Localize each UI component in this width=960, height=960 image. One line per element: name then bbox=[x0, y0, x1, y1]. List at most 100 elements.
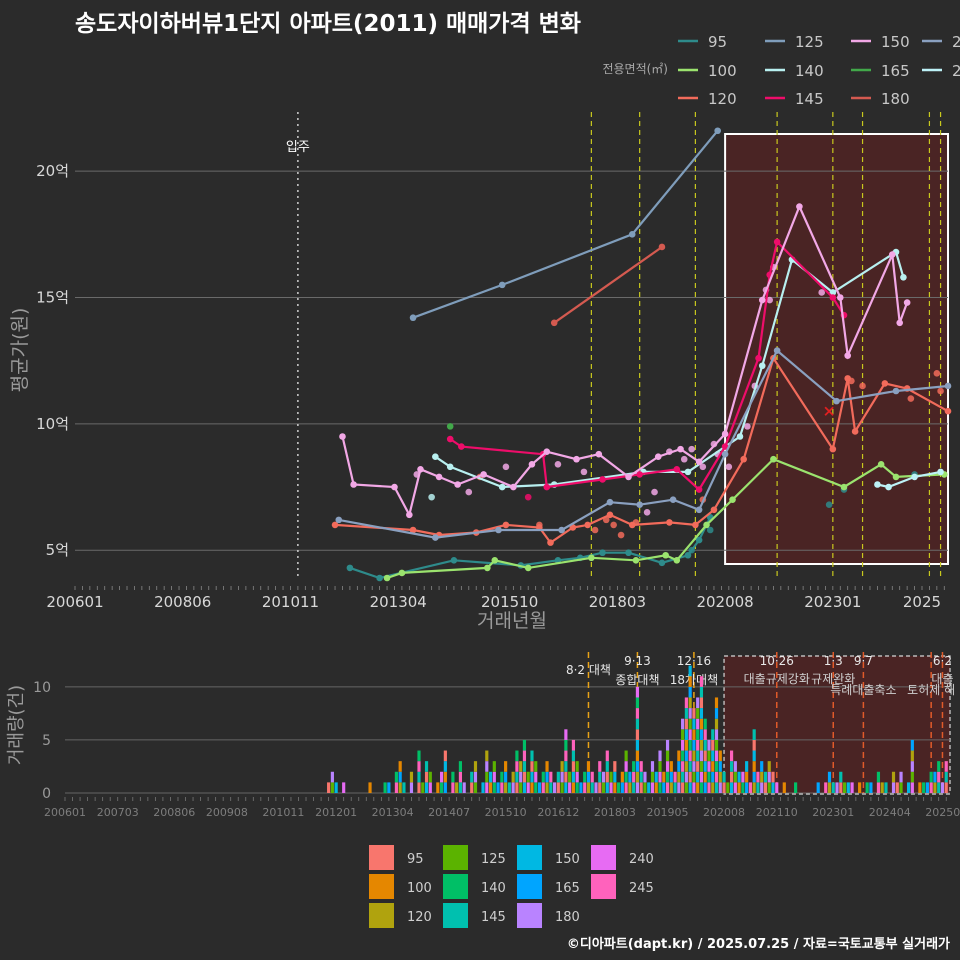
bar-segment bbox=[658, 782, 662, 793]
source-credit: ©디아파트(dapt.kr) / 2025.07.25 / 자료=국토교통부 실… bbox=[566, 937, 950, 952]
scatter-point bbox=[610, 521, 617, 529]
bar-segment bbox=[522, 739, 527, 751]
bar-segment bbox=[470, 771, 474, 783]
bar-segment bbox=[473, 782, 478, 793]
data-point bbox=[376, 574, 383, 582]
legend-label-95: 95 bbox=[708, 33, 727, 51]
bar-segment bbox=[718, 782, 722, 793]
bar-segment bbox=[729, 782, 734, 793]
bar-segment bbox=[707, 739, 711, 751]
bar-legend-key-140 bbox=[443, 874, 468, 899]
bar-segment bbox=[560, 761, 564, 772]
bar-segment bbox=[417, 761, 421, 772]
bar-segment bbox=[842, 782, 847, 793]
bar-segment bbox=[632, 771, 636, 783]
bar-segment bbox=[929, 782, 933, 793]
bar-y-tick-label: 10 bbox=[33, 680, 51, 696]
bar-segment bbox=[440, 782, 444, 793]
bar-segment bbox=[726, 782, 730, 793]
data-point bbox=[628, 231, 636, 238]
y-tick-label: 20억 bbox=[36, 162, 69, 180]
data-point bbox=[796, 203, 803, 210]
policy-annotation-label: 종합대책 bbox=[615, 672, 659, 687]
data-point bbox=[944, 407, 952, 415]
bar-segment bbox=[632, 761, 636, 772]
bar-segment bbox=[688, 708, 692, 719]
bar-segment bbox=[639, 761, 643, 772]
policy-annotation-date: 9·13 bbox=[624, 654, 651, 668]
bar-segment bbox=[910, 771, 914, 783]
bar-segment bbox=[729, 761, 734, 772]
scatter-point bbox=[465, 488, 473, 496]
bar-segment bbox=[681, 750, 685, 762]
policy-annotation-label: 규제완화 bbox=[811, 672, 855, 686]
bar-segment bbox=[827, 782, 832, 793]
bar-segment bbox=[504, 771, 508, 783]
data-point bbox=[391, 483, 398, 491]
bar-x-tick-label: 202404 bbox=[869, 806, 911, 819]
bar-segment bbox=[601, 771, 606, 783]
bar-segment bbox=[684, 708, 688, 719]
bar-segment bbox=[613, 782, 617, 793]
bar-segment bbox=[556, 771, 560, 783]
bar-segment bbox=[846, 782, 850, 793]
data-point bbox=[833, 397, 840, 405]
bar-segment bbox=[662, 771, 666, 783]
bar-segment bbox=[703, 718, 707, 730]
data-point bbox=[666, 519, 673, 526]
bar-segment bbox=[767, 771, 771, 783]
bar-segment bbox=[933, 782, 937, 793]
bar-segment bbox=[545, 761, 549, 772]
data-point bbox=[840, 483, 848, 491]
bar-segment bbox=[575, 782, 579, 793]
bar-segment bbox=[707, 782, 711, 793]
bar-segment bbox=[394, 782, 398, 793]
bar-segment bbox=[571, 739, 575, 751]
bar-segment bbox=[549, 771, 553, 783]
bar-segment bbox=[492, 761, 496, 772]
bar-segment bbox=[684, 761, 688, 772]
data-point bbox=[632, 557, 640, 564]
legend-label-145: 145 bbox=[795, 90, 824, 108]
bar-segment bbox=[522, 750, 527, 762]
bar-segment bbox=[647, 782, 651, 793]
bar-segment bbox=[613, 761, 617, 772]
bar-segment bbox=[677, 750, 681, 762]
bar-segment bbox=[530, 782, 534, 793]
highlight-range-box bbox=[724, 133, 949, 565]
data-point bbox=[528, 460, 536, 468]
x-tick-label: 201803 bbox=[589, 593, 646, 611]
bar-segment bbox=[470, 782, 474, 793]
bar-segment bbox=[763, 782, 768, 793]
bar-x-tick-label: 201803 bbox=[594, 806, 636, 819]
bar-segment bbox=[549, 782, 553, 793]
bar-segment bbox=[654, 771, 658, 783]
bar-segment bbox=[692, 729, 696, 740]
bar-segment bbox=[752, 771, 756, 783]
data-point bbox=[881, 380, 889, 387]
data-point bbox=[944, 382, 952, 390]
y-tick-label: 15억 bbox=[36, 289, 69, 307]
bar-segment bbox=[541, 771, 545, 783]
data-point bbox=[740, 455, 747, 463]
bar-segment bbox=[613, 771, 617, 783]
y-tick-label: 10억 bbox=[36, 415, 69, 433]
bar-segment bbox=[688, 665, 692, 677]
series-line-180 bbox=[553, 246, 663, 324]
bar-segment bbox=[541, 782, 545, 793]
bar-x-tick-label: 201510 bbox=[485, 806, 527, 819]
bar-segment bbox=[692, 782, 696, 793]
bar-segment bbox=[601, 782, 606, 793]
bar-segment bbox=[443, 750, 447, 762]
bar-legend-label-95: 95 bbox=[407, 852, 424, 867]
data-point bbox=[543, 448, 551, 455]
bar-segment bbox=[681, 739, 685, 751]
data-point bbox=[736, 433, 744, 440]
scatter-point bbox=[699, 463, 707, 471]
move-in-label: 입주 bbox=[286, 140, 310, 155]
bar-segment bbox=[944, 761, 948, 772]
bar-segment bbox=[428, 771, 432, 783]
bar-segment bbox=[635, 708, 640, 719]
data-point bbox=[584, 521, 591, 529]
